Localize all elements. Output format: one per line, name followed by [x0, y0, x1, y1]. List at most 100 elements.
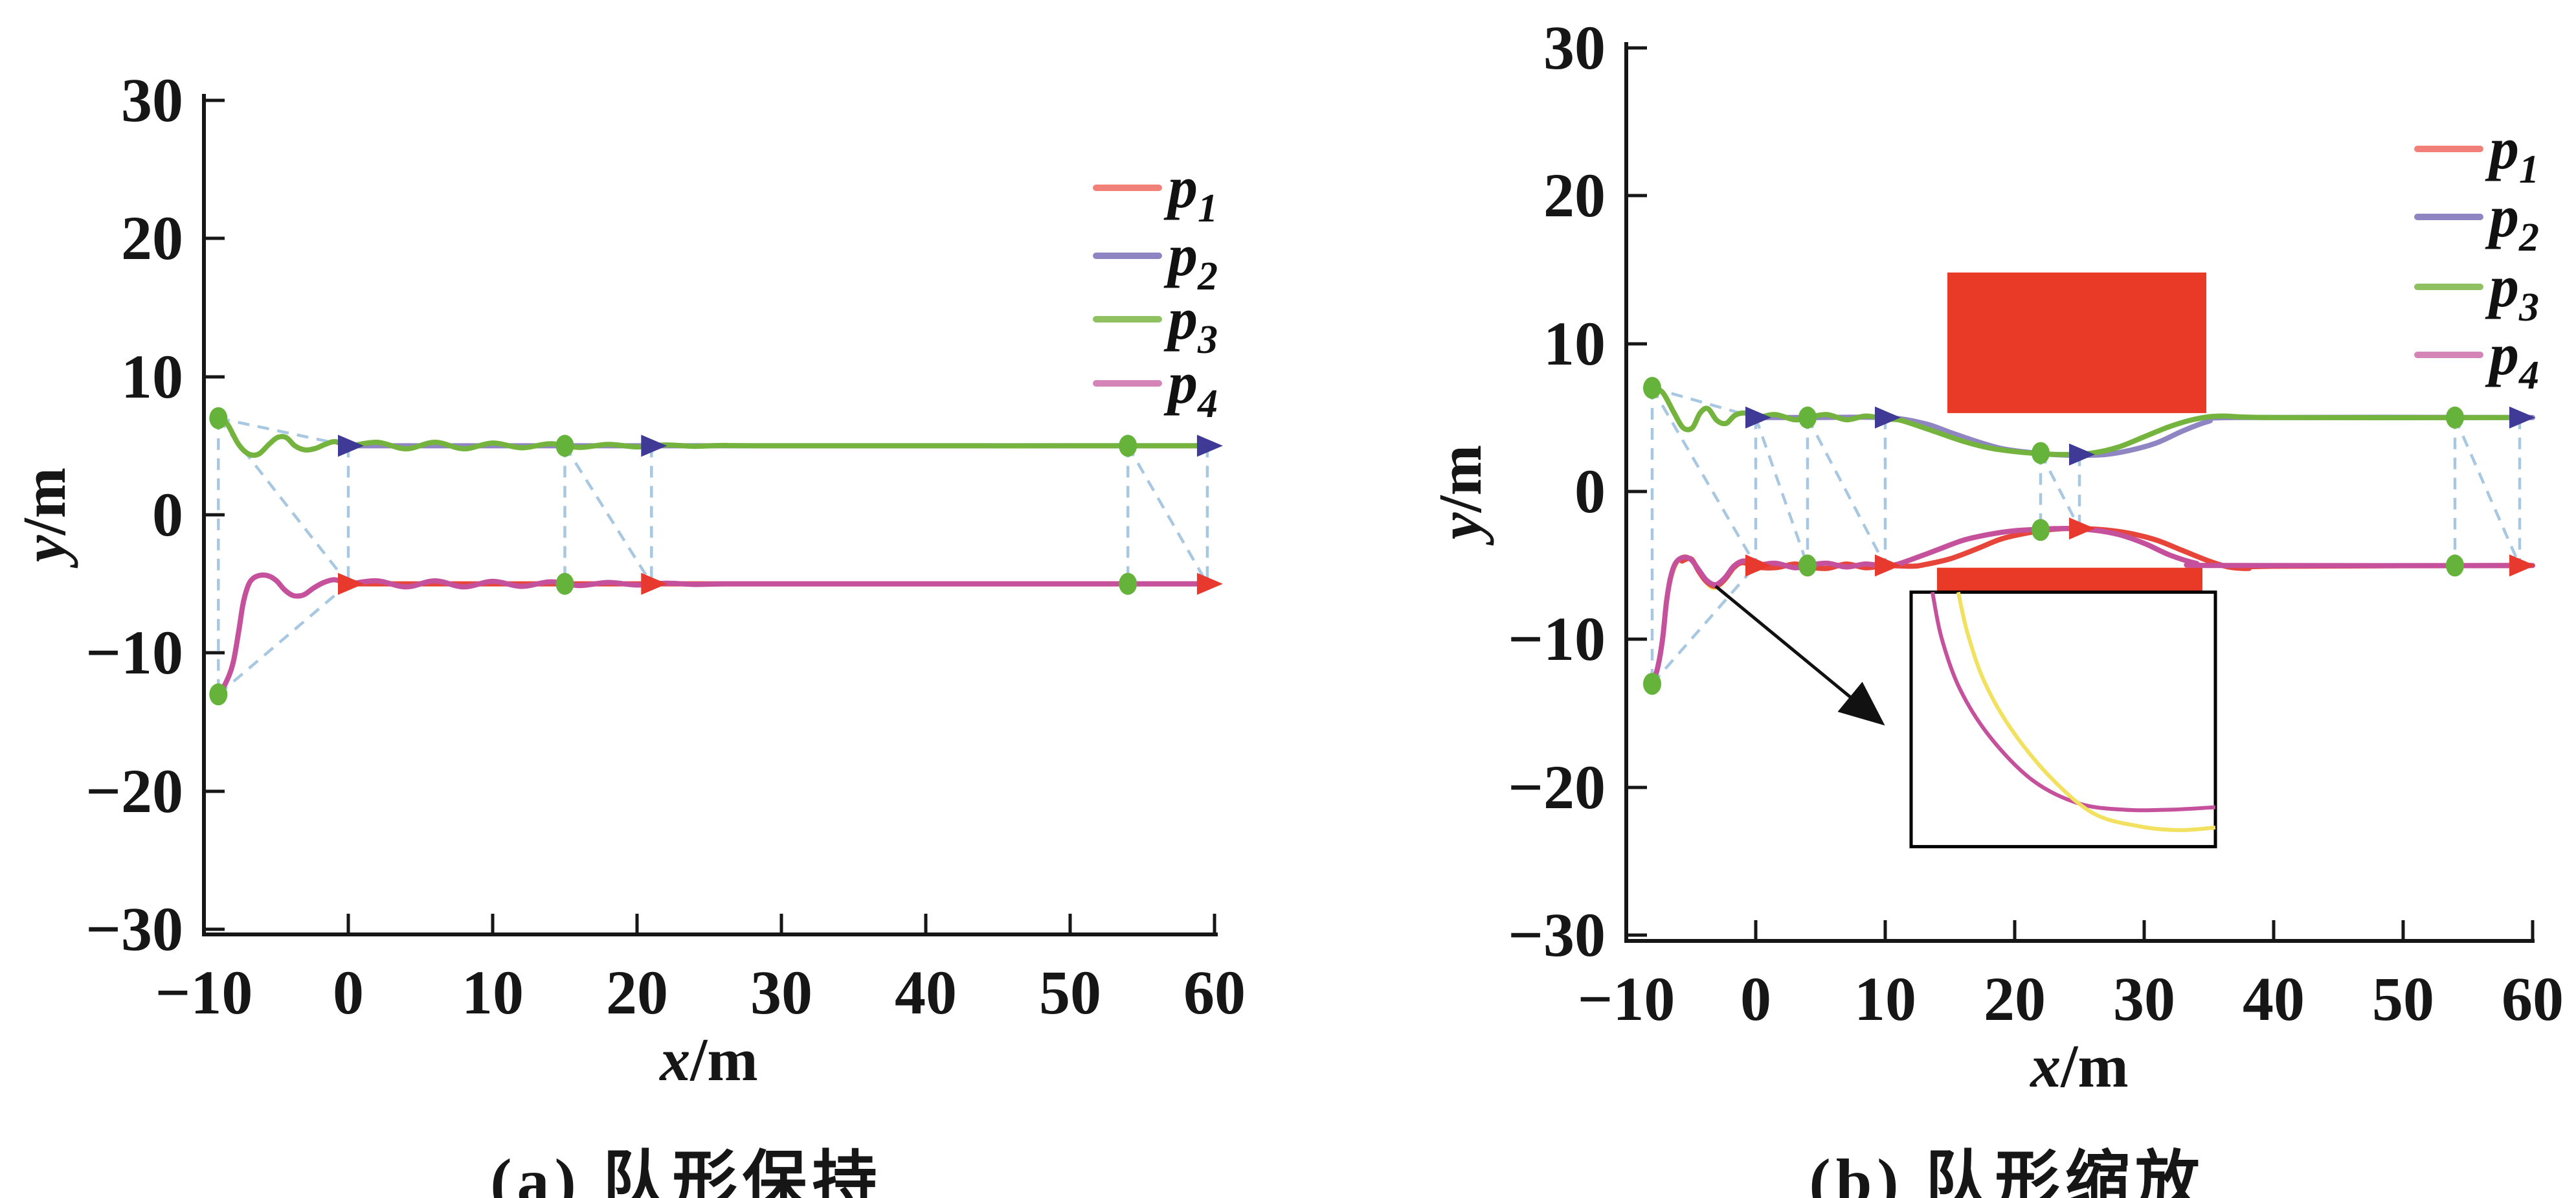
legend-label-p4: p4	[1163, 350, 1218, 426]
agent-position-dot	[2446, 554, 2464, 577]
agent-heading-triangle	[1875, 406, 1901, 429]
x-tick-label: 10	[1854, 964, 1916, 1034]
x-tick-label: 0	[1740, 964, 1771, 1034]
inset-curve-ref-zoom	[1956, 591, 2216, 832]
legend-label-p3: p3	[1163, 286, 1218, 362]
legend-label-p1: p1	[1163, 154, 1218, 231]
y-tick-label: 20	[121, 203, 183, 273]
agent-heading-triangle	[338, 435, 364, 457]
legend-label-p1: p1	[2485, 115, 2539, 192]
y-axis-label: y/m	[11, 468, 78, 569]
panel-a-plot: 30 20 10 0 −10 −20 −30 −10 0 10 20 30 40…	[11, 65, 1246, 1094]
y-tick-label: 30	[1543, 13, 1606, 82]
agent-position-dot	[1798, 406, 1817, 429]
x-tick-label: 30	[2113, 964, 2175, 1034]
agent-heading-triangle	[2069, 517, 2095, 540]
legend-label-p4: p4	[2485, 321, 2539, 398]
plot-area-a: 30 20 10 0 −10 −20 −30 −10 0 10 20 30 40…	[11, 65, 1246, 1094]
trajectory-p4	[1650, 526, 2535, 686]
legend-label-p2: p2	[2485, 183, 2539, 260]
legend-label-p3: p3	[2485, 253, 2539, 330]
formation-links	[1650, 386, 2522, 685]
x-tick-label: 20	[606, 958, 668, 1027]
x-tick-label: 0	[333, 958, 364, 1027]
obstacles	[1937, 272, 2206, 593]
y-tick-label: 20	[1543, 161, 1606, 230]
agent-heading-triangle	[2509, 406, 2535, 429]
agent-position-dot	[555, 435, 574, 457]
y-tick-label: 0	[1574, 457, 1606, 526]
x-tick-label: 40	[2243, 964, 2305, 1034]
x-tick-label: 10	[462, 958, 524, 1027]
y-tick-label: 30	[121, 65, 183, 135]
axes-frame	[1624, 42, 2535, 943]
agent-heading-triangle	[1196, 435, 1223, 457]
inset-curve-p4-zoom	[1930, 591, 2216, 813]
agent-heading-triangle	[1745, 554, 1771, 577]
x-tick-label: 40	[895, 958, 957, 1027]
x-tick-label: 60	[1183, 958, 1246, 1027]
x-tick-label: 30	[750, 958, 812, 1027]
plot-area-b: 30 20 10 0 −10 −20 −30 −10 0 10 20 30 40…	[1427, 13, 2564, 1100]
y-tick-label: 10	[1543, 309, 1606, 378]
agent-position-dot	[1798, 554, 1817, 577]
obstacle	[1947, 272, 2206, 413]
x-axis-label: x/m	[2029, 1033, 2128, 1100]
y-tick-label: −30	[1508, 900, 1606, 969]
y-tick-label: −10	[1508, 604, 1606, 673]
x-tick-label: 20	[1984, 964, 2046, 1034]
agent-heading-triangle	[641, 435, 667, 457]
x-tick-label: 60	[2502, 964, 2564, 1034]
agent-heading-triangle	[2069, 443, 2095, 466]
agent-position-dot	[209, 407, 228, 429]
snapshot-markers	[209, 407, 1223, 706]
agent-heading-triangle	[338, 572, 364, 595]
agent-position-dot	[1643, 377, 1661, 399]
y-tick-label: −20	[85, 756, 183, 826]
agent-heading-triangle	[2509, 554, 2535, 577]
y-axis-label: y/m	[1427, 445, 1494, 546]
formation-links	[217, 416, 1209, 696]
y-tick-marks	[204, 98, 225, 931]
x-tick-label: 50	[2372, 964, 2434, 1034]
agent-heading-triangle	[1875, 554, 1901, 577]
x-axis-label: x/m	[658, 1026, 757, 1094]
agent-position-dot	[2446, 406, 2464, 429]
y-tick-label: 10	[121, 342, 183, 411]
legend-a: p1 p2 p3 p4	[1093, 154, 1218, 426]
legend-b: p1 p2 p3 p4	[2414, 115, 2539, 398]
x-tick-label: −10	[1578, 964, 1675, 1034]
y-tick-label: −30	[85, 894, 183, 964]
y-tick-label: −20	[1508, 752, 1606, 822]
agent-position-dot	[1119, 435, 1137, 457]
y-tick-marks	[1626, 46, 1647, 937]
trajectory-reference-yellow	[1660, 554, 1758, 642]
x-tick-marks	[1754, 920, 2535, 941]
agent-position-dot	[2032, 442, 2050, 464]
trajectory-p4	[216, 572, 1215, 697]
x-tick-label: 50	[1039, 958, 1101, 1027]
y-tick-label: −10	[85, 618, 183, 687]
agent-heading-triangle	[1745, 406, 1771, 429]
caption-panel-b: (b) 队形缩放	[1809, 1146, 2205, 1198]
axes-frame	[202, 94, 1218, 936]
x-tick-marks	[346, 914, 1216, 934]
agent-position-dot	[1119, 572, 1137, 595]
agent-heading-triangle	[641, 572, 667, 595]
trajectory-p3	[216, 415, 1217, 458]
annotation-arrow	[1714, 585, 1885, 726]
snapshot-markers	[1643, 377, 2535, 695]
agent-position-dot	[2032, 519, 2050, 541]
obstacle	[1937, 567, 2202, 593]
zoom-inset	[1909, 590, 2217, 848]
legend-label-p2: p2	[1163, 222, 1218, 299]
agent-position-dot	[1643, 673, 1661, 695]
inset-frame	[1909, 590, 2217, 848]
y-tick-label: 0	[152, 480, 183, 549]
caption-panel-a: (a) 队形保持	[490, 1146, 882, 1198]
agent-position-dot	[209, 683, 228, 706]
agent-heading-triangle	[1196, 572, 1223, 595]
agent-position-dot	[555, 572, 574, 595]
x-tick-label: −10	[155, 958, 253, 1027]
